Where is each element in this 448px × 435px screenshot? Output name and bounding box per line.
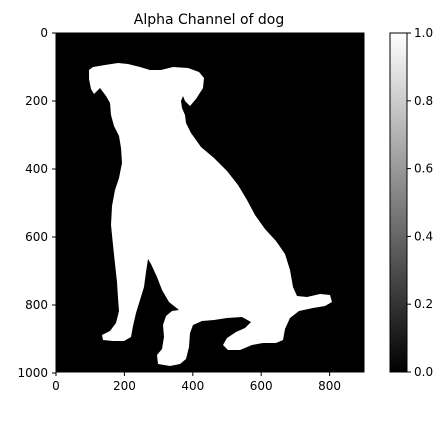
colorbar-tick-label: 0.4 xyxy=(414,229,433,243)
x-tick-label: 800 xyxy=(318,379,341,393)
colorbar: 0.0 0.2 0.4 0.6 0.8 1.0 xyxy=(389,26,433,379)
x-tick-label: 0 xyxy=(52,379,60,393)
dog-silhouette xyxy=(89,63,332,366)
x-ticks: 0 200 400 600 800 xyxy=(52,372,341,393)
y-ticks: 0 200 400 600 800 1000 xyxy=(17,26,56,380)
colorbar-tick-label: 0.6 xyxy=(414,162,433,176)
colorbar-tick-label: 0.0 xyxy=(414,365,433,379)
chart-title: Alpha Channel of dog xyxy=(134,12,284,28)
x-tick-label: 600 xyxy=(250,379,273,393)
colorbar-tick-label: 0.8 xyxy=(414,94,433,108)
colorbar-tick-label: 1.0 xyxy=(414,26,433,40)
y-tick-label: 600 xyxy=(25,230,48,244)
colorbar-gradient xyxy=(389,32,408,373)
y-tick-label: 800 xyxy=(25,298,48,312)
x-tick-label: 200 xyxy=(113,379,136,393)
y-tick-label: 200 xyxy=(25,94,48,108)
y-tick-label: 400 xyxy=(25,162,48,176)
y-tick-label: 0 xyxy=(40,26,48,40)
x-tick-label: 400 xyxy=(181,379,204,393)
y-tick-label: 1000 xyxy=(17,366,48,380)
axes-frame xyxy=(55,32,365,373)
colorbar-tick-label: 0.2 xyxy=(414,297,433,311)
